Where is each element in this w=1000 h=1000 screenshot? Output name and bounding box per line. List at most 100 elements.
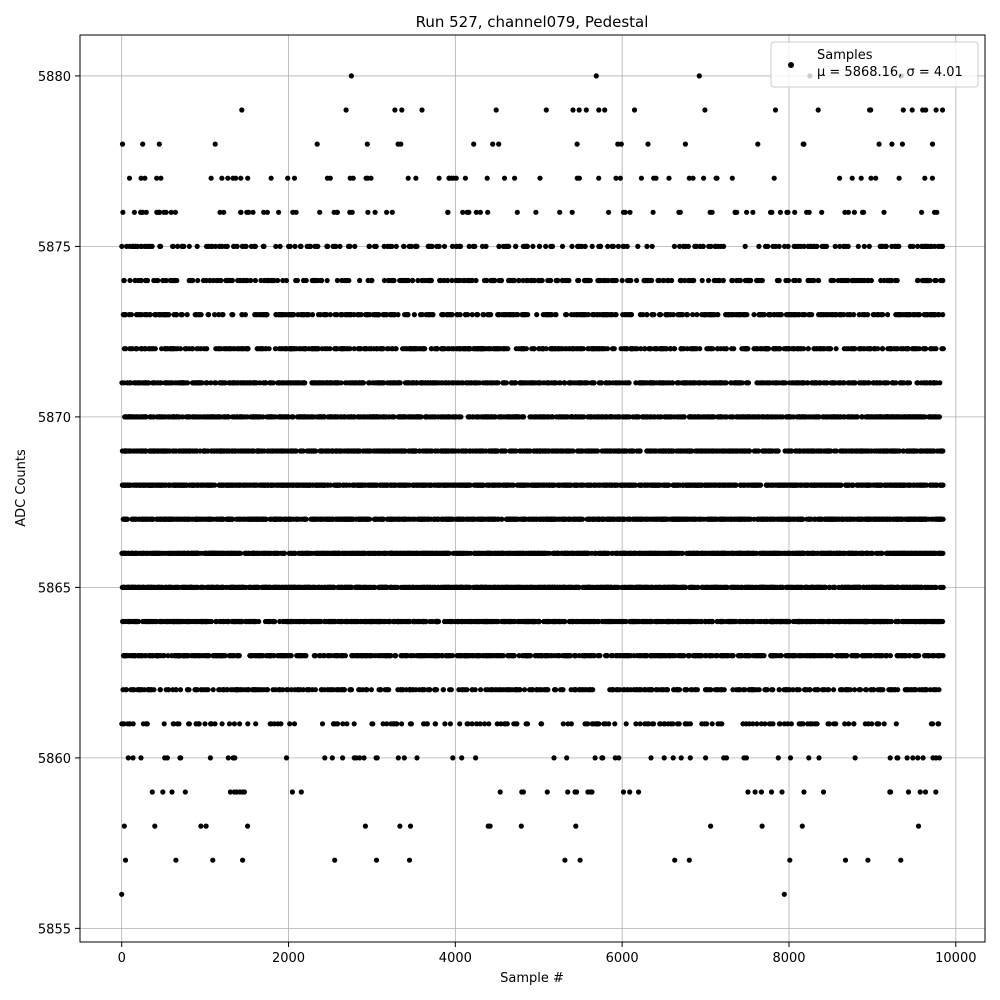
data-point (640, 653, 646, 659)
data-point (522, 687, 528, 693)
data-point (416, 687, 422, 693)
data-point (254, 550, 260, 556)
data-point (822, 550, 828, 556)
data-point (737, 687, 743, 693)
data-point (486, 721, 492, 727)
data-point (743, 653, 749, 659)
data-point (644, 584, 650, 591)
data-point (801, 789, 807, 795)
data-point (920, 755, 926, 761)
data-point (361, 755, 367, 761)
data-point (355, 653, 361, 659)
data-point (758, 789, 765, 795)
data-point (177, 687, 184, 693)
data-point (763, 687, 770, 693)
data-point (541, 550, 547, 556)
data-point (332, 857, 338, 863)
data-point (350, 550, 356, 556)
data-point (337, 584, 343, 591)
data-point (904, 755, 910, 761)
data-point (439, 653, 446, 659)
data-point (281, 550, 287, 556)
data-point (562, 618, 568, 625)
data-point (177, 755, 183, 761)
data-point (574, 789, 580, 795)
data-point (173, 653, 179, 659)
data-point (302, 584, 308, 591)
data-point (505, 653, 511, 659)
data-point (682, 687, 688, 693)
data-point (881, 584, 887, 591)
data-point (584, 618, 590, 625)
data-point (620, 687, 627, 693)
data-point (244, 687, 250, 693)
data-point (539, 653, 545, 659)
data-point (234, 789, 240, 795)
data-point (785, 584, 791, 591)
data-point (271, 618, 277, 625)
data-point (238, 687, 244, 693)
data-point (417, 550, 423, 556)
data-point (534, 687, 540, 693)
data-point (335, 687, 341, 693)
data-point (399, 721, 405, 727)
data-point (408, 721, 414, 727)
data-point (232, 584, 238, 591)
data-point (361, 550, 367, 556)
data-point (214, 653, 220, 659)
data-point (910, 755, 916, 761)
data-point (298, 789, 304, 795)
data-point (584, 550, 590, 556)
data-point (743, 755, 750, 761)
data-point (685, 550, 692, 556)
data-point (343, 550, 349, 556)
data-point (594, 721, 600, 727)
data-point (421, 721, 427, 727)
data-point (836, 550, 842, 556)
data-point (877, 687, 883, 693)
data-point (674, 687, 681, 693)
data-point (131, 687, 137, 693)
data-point (185, 618, 191, 625)
data-point (556, 653, 562, 659)
data-point (321, 584, 327, 591)
data-point (702, 721, 708, 727)
data-point (621, 653, 627, 659)
data-point (220, 618, 226, 625)
data-point (924, 687, 930, 693)
data-point (746, 584, 753, 591)
data-point (530, 687, 536, 693)
data-point (543, 653, 549, 659)
data-point (857, 687, 863, 693)
data-point (479, 618, 486, 625)
data-point (191, 653, 197, 659)
data-point (447, 618, 453, 625)
data-point (551, 755, 557, 761)
data-point (605, 584, 611, 591)
data-point (288, 653, 294, 659)
data-point (400, 653, 406, 659)
data-point (205, 687, 211, 693)
data-point (395, 755, 401, 761)
data-point (250, 618, 256, 625)
data-point (393, 721, 399, 727)
data-point (928, 618, 934, 625)
data-point (907, 584, 913, 591)
data-point (493, 550, 499, 556)
data-point (518, 550, 524, 556)
data-point (592, 755, 598, 761)
data-point (559, 687, 566, 693)
data-point (227, 653, 233, 659)
data-point (888, 789, 894, 795)
data-point (698, 618, 705, 625)
data-point (777, 584, 783, 591)
data-point (356, 584, 362, 591)
data-point (707, 653, 713, 659)
data-point (309, 618, 315, 625)
data-point (165, 618, 171, 625)
data-point (414, 755, 420, 761)
data-point (754, 721, 760, 727)
data-point (282, 653, 289, 659)
data-point (412, 618, 418, 625)
data-point (796, 653, 802, 659)
